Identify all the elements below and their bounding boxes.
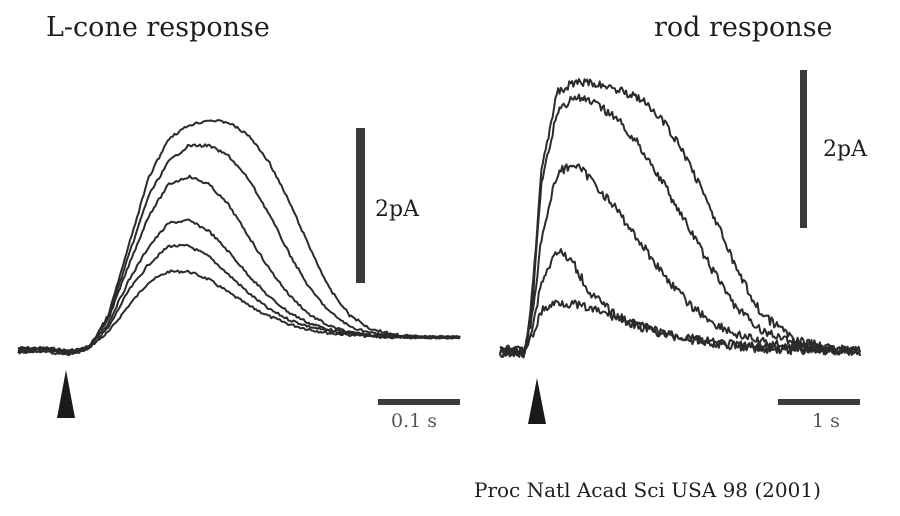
cone-traces (17, 119, 461, 357)
rod-trace-3 (499, 163, 861, 357)
cone-time-scale-label: 0.1 s (391, 410, 438, 432)
cone-amplitude-scale-label: 2pA (375, 197, 419, 222)
rod-flash-marker-icon (528, 378, 546, 424)
rod-panel-title: rod response (654, 12, 833, 43)
citation: Proc Natl Acad Sci USA 98 (2001) (474, 478, 821, 502)
rod-vertical-scale-bar (800, 70, 807, 228)
rod-traces (499, 78, 861, 359)
rod-time-scale-bar (778, 399, 860, 405)
rod-time-scale-label: 1 s (812, 410, 840, 432)
cone-trace-1 (17, 269, 461, 353)
rod-trace-5 (499, 78, 861, 359)
cone-panel-title: L-cone response (46, 12, 270, 43)
cone-trace-3 (17, 218, 461, 354)
cone-flash-marker-icon (57, 370, 75, 418)
cone-vertical-scale-bar (356, 128, 365, 283)
cone-trace-6 (17, 119, 461, 357)
cone-trace-5 (17, 143, 461, 356)
rod-amplitude-scale-label: 2pA (823, 137, 867, 162)
cone-time-scale-bar (378, 399, 460, 405)
